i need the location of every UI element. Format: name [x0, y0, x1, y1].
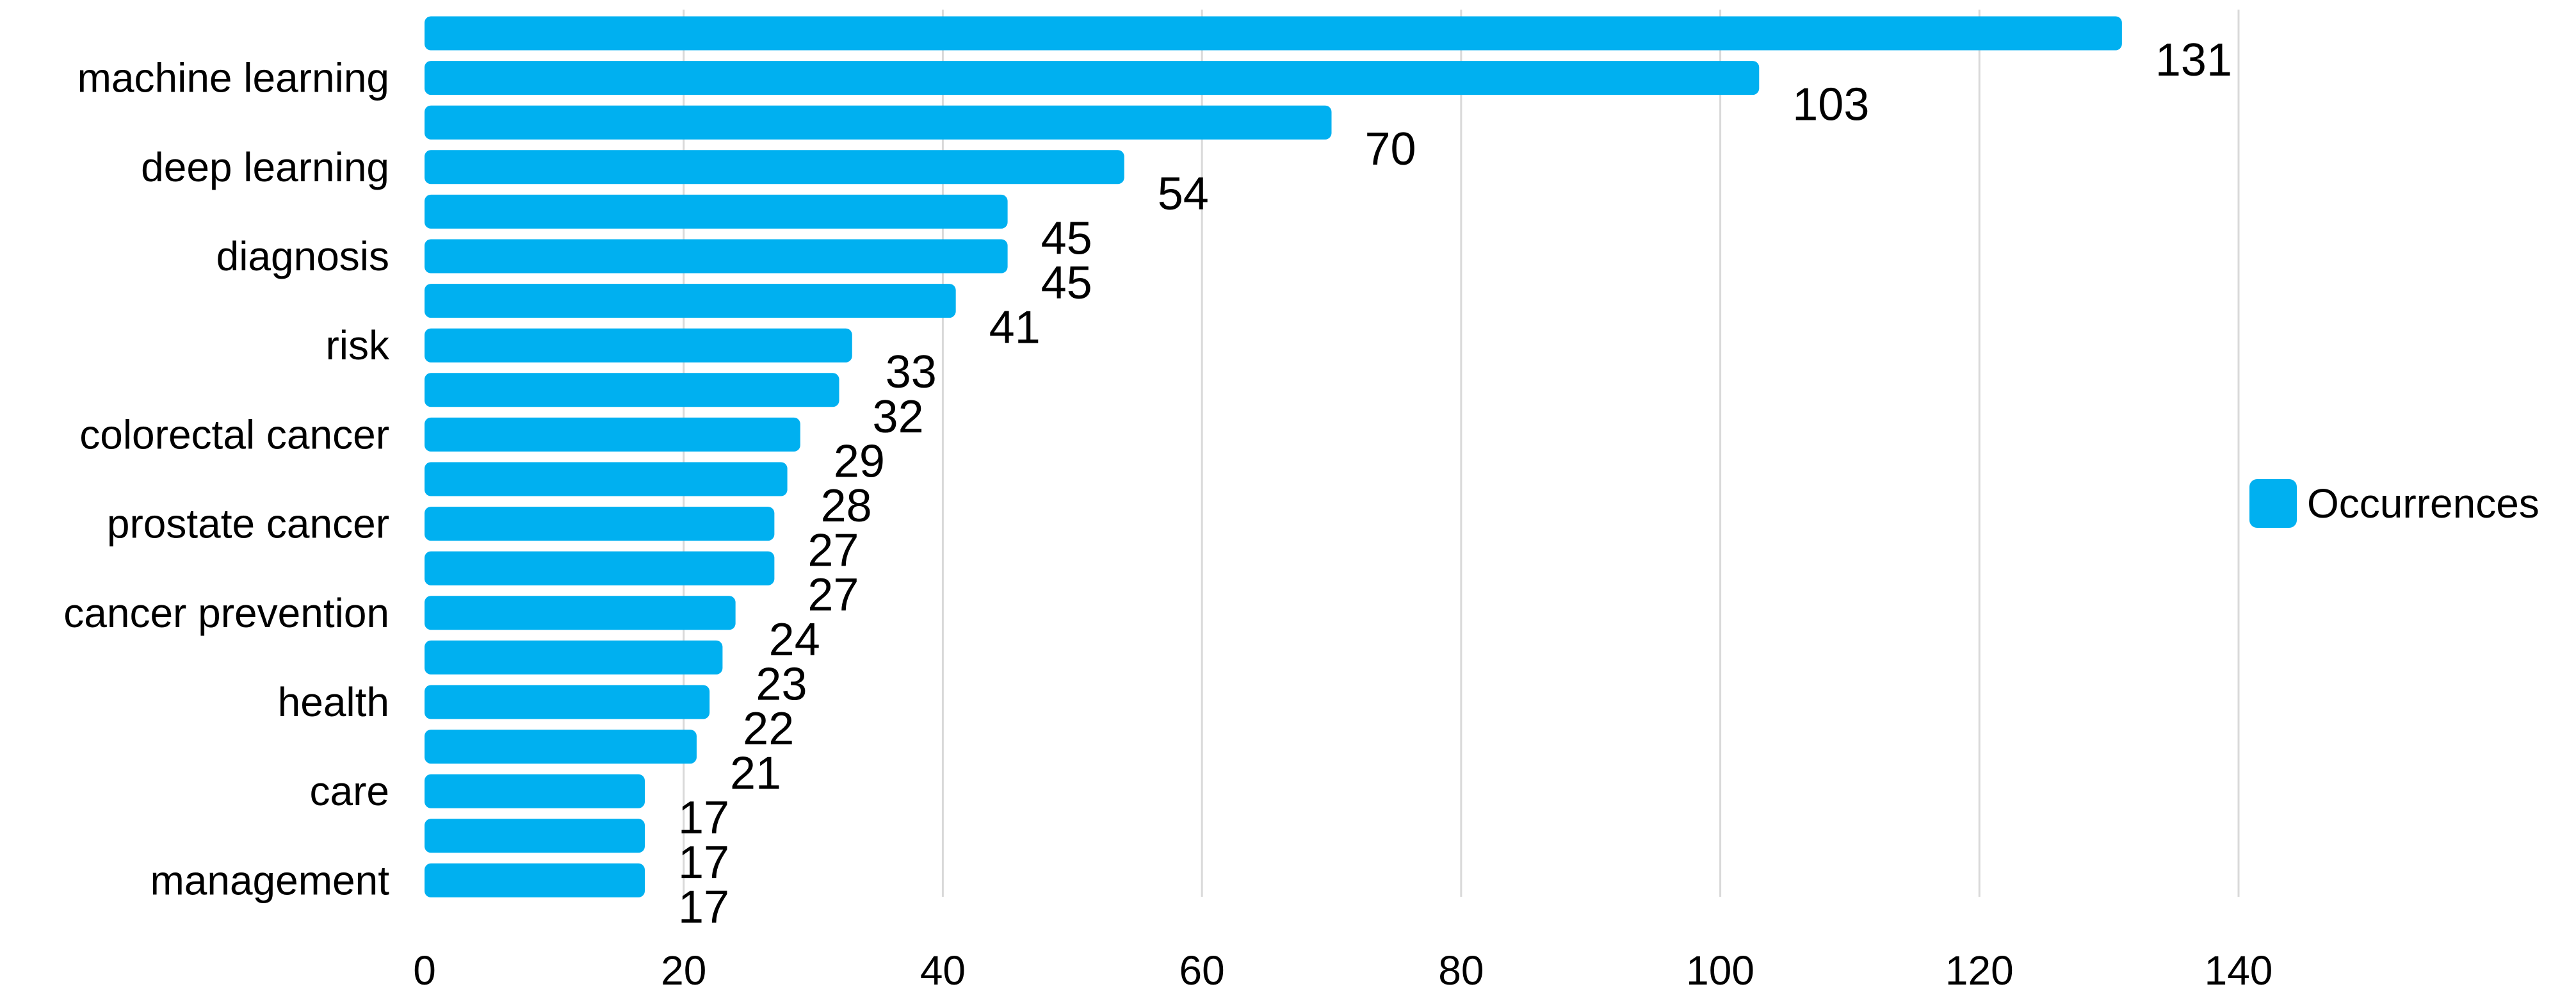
x-tick-label: 120	[1945, 947, 2014, 994]
bar	[425, 819, 645, 853]
category-label: prostate cancer	[107, 501, 389, 547]
bar	[425, 640, 723, 675]
bar	[425, 863, 645, 897]
value-label: 17	[678, 792, 729, 844]
bar	[425, 61, 1760, 95]
category-label: health	[278, 679, 389, 725]
category-label: care	[310, 768, 390, 814]
value-label: 54	[1158, 168, 1209, 220]
value-label: 131	[2155, 35, 2232, 86]
bar	[425, 551, 775, 585]
bars	[425, 16, 2122, 897]
bar	[425, 462, 788, 496]
x-tick-label: 100	[1686, 947, 1754, 994]
category-label: management	[150, 857, 389, 903]
bar	[425, 774, 645, 808]
value-label: 41	[989, 302, 1041, 354]
bar	[425, 284, 956, 318]
value-label: 103	[1792, 79, 1869, 131]
bar	[425, 417, 800, 452]
x-tick-label: 60	[1179, 947, 1225, 994]
value-labels: 1311037054454541333229282727242322211717…	[678, 35, 2232, 933]
bar	[425, 105, 1332, 140]
value-label: 22	[743, 703, 794, 755]
bar	[425, 239, 1008, 274]
value-label: 17	[678, 837, 729, 888]
x-tick-label: 0	[413, 947, 436, 994]
value-label: 23	[756, 659, 807, 710]
gridlines	[683, 10, 2240, 897]
value-label: 33	[886, 347, 937, 398]
bar	[425, 507, 775, 541]
bar	[425, 328, 852, 363]
value-label: 70	[1365, 124, 1416, 175]
value-label: 27	[807, 525, 859, 577]
bar	[425, 685, 710, 719]
value-label: 24	[769, 614, 820, 666]
category-labels: machine learning deep learning diagnosis ri…	[63, 55, 390, 904]
value-label: 27	[807, 569, 859, 621]
x-tick-label: 40	[920, 947, 966, 994]
value-label: 21	[730, 748, 781, 799]
value-label: 45	[1041, 258, 1092, 309]
bar	[425, 596, 736, 630]
value-label: 45	[1041, 213, 1092, 264]
legend-swatch	[2249, 479, 2297, 528]
category-label: risk	[325, 322, 390, 368]
legend-label: Occurrences	[2307, 480, 2540, 527]
x-tick-label: 20	[661, 947, 706, 994]
value-label: 32	[873, 391, 924, 443]
bar	[425, 730, 697, 764]
bar	[425, 194, 1008, 229]
x-tick-label: 80	[1438, 947, 1484, 994]
category-label: machine learning	[77, 55, 389, 101]
value-label: 17	[678, 881, 729, 933]
bar	[425, 373, 839, 407]
value-label: 29	[834, 436, 885, 487]
category-label: diagnosis	[216, 233, 389, 279]
bar	[425, 150, 1124, 184]
x-tick-label: 140	[2205, 947, 2273, 994]
value-label: 28	[821, 480, 872, 532]
category-label: cancer prevention	[63, 590, 389, 636]
category-label: colorectal cancer	[79, 411, 389, 457]
legend: Occurrences	[2249, 479, 2540, 528]
bar	[425, 16, 2122, 51]
x-axis-tick-labels: 0 20 40 60 80 100 120 140	[413, 947, 2272, 994]
category-label: deep learning	[141, 144, 389, 190]
